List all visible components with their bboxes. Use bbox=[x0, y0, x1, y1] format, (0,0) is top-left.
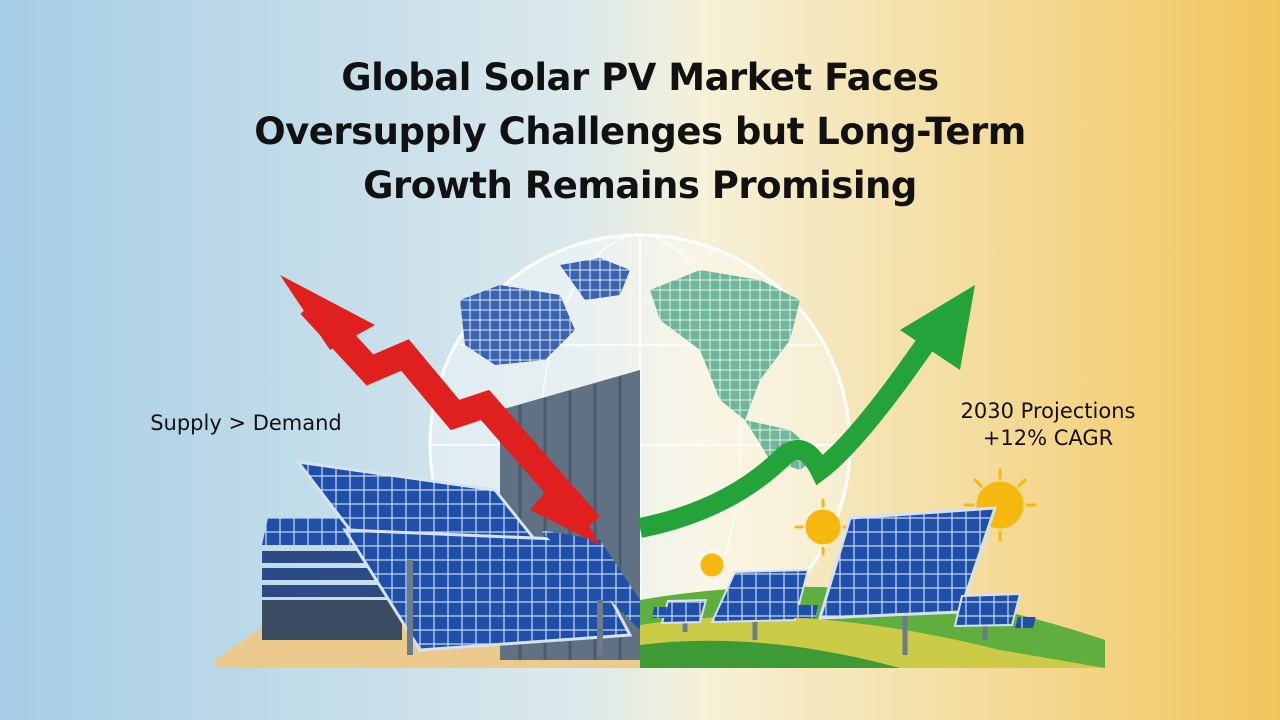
panel-stack-part bbox=[262, 585, 402, 597]
panel-stack-part bbox=[262, 600, 402, 640]
decline-arrow-part bbox=[530, 475, 600, 545]
decline-arrow bbox=[280, 275, 600, 545]
field-panels bbox=[652, 506, 1036, 655]
tilted-panels bbox=[294, 459, 640, 655]
globe-part bbox=[650, 270, 800, 420]
suns-part bbox=[794, 468, 1037, 556]
title-line: Growth Remains Promising bbox=[363, 164, 917, 207]
title-line: Global Solar PV Market Faces bbox=[341, 56, 938, 99]
suns-part bbox=[805, 509, 841, 545]
supply-label: Supply > Demand bbox=[150, 411, 342, 435]
decline-arrow-part bbox=[280, 275, 375, 350]
decline-arrow-part bbox=[300, 296, 600, 534]
growth-arrow-part bbox=[638, 324, 944, 538]
tilted-panels-part bbox=[342, 528, 633, 652]
field-panels-part bbox=[792, 605, 818, 618]
globe-part bbox=[460, 285, 575, 365]
suns-part-part bbox=[1017, 478, 1027, 488]
field-panels-part bbox=[652, 607, 667, 618]
projection-label: 2030 Projections bbox=[961, 399, 1136, 423]
globe-part bbox=[560, 258, 630, 300]
growth-arrow-part bbox=[900, 285, 975, 370]
title-line: Oversupply Challenges but Long-Term bbox=[254, 110, 1026, 153]
growth-arrow bbox=[638, 285, 975, 538]
field-panels-part bbox=[660, 598, 708, 625]
field-panels-part bbox=[710, 568, 810, 624]
suns-part bbox=[700, 553, 724, 577]
tilted-panels-part bbox=[407, 560, 603, 655]
tilted-panels-part bbox=[540, 530, 640, 630]
field-panels-part bbox=[1015, 617, 1036, 628]
panel-stack-part bbox=[262, 568, 402, 580]
title: Global Solar PV Market Faces Oversupply … bbox=[254, 56, 1026, 207]
suns-part-part bbox=[973, 478, 983, 488]
right-ground-part bbox=[640, 640, 900, 668]
cagr-label: +12% CAGR bbox=[983, 426, 1113, 450]
field-panels-part bbox=[953, 592, 1022, 628]
